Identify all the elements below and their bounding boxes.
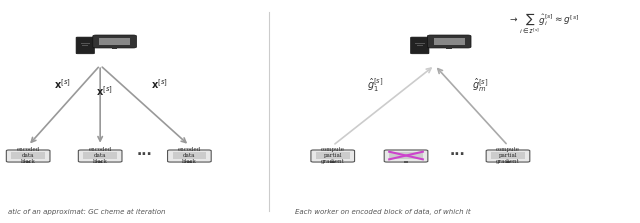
Text: compute
partial
gradient: compute partial gradient	[496, 147, 520, 164]
Bar	[417, 45, 423, 46]
Text: $\mathbf{x}^{[s]}$: $\mathbf{x}^{[s]}$	[54, 78, 70, 91]
Bar	[99, 38, 131, 45]
Bar	[173, 152, 206, 159]
Text: compute
partial
gradient: compute partial gradient	[321, 147, 345, 164]
Text: $\hat{g}_m^{[s]}$: $\hat{g}_m^{[s]}$	[472, 77, 488, 95]
Bar	[390, 161, 422, 162]
Text: $\mathbf{x}^{[s]}$: $\mathbf{x}^{[s]}$	[151, 78, 168, 91]
Bar	[506, 161, 510, 163]
Text: $\hat{g}_1^{[s]}$: $\hat{g}_1^{[s]}$	[367, 77, 384, 95]
Bar	[433, 38, 465, 45]
Text: atic of an approximat: GC cheme at iteration: atic of an approximat: GC cheme at itera…	[8, 209, 165, 215]
FancyBboxPatch shape	[311, 150, 355, 162]
Bar	[111, 47, 117, 49]
Text: $\mathbf{x}^{[s]}$: $\mathbf{x}^{[s]}$	[96, 84, 113, 98]
Bar	[415, 43, 424, 44]
Bar	[83, 152, 117, 159]
Text: encoded
data
block: encoded data block	[17, 147, 40, 164]
Text: Each worker on encoded block of data, of which it: Each worker on encoded block of data, of…	[294, 209, 470, 215]
FancyBboxPatch shape	[411, 37, 429, 54]
Bar	[26, 161, 31, 163]
FancyBboxPatch shape	[93, 35, 136, 48]
Bar	[82, 45, 88, 46]
Bar	[330, 161, 335, 163]
Bar	[493, 161, 524, 162]
Bar	[174, 161, 205, 162]
Bar	[316, 152, 349, 159]
FancyBboxPatch shape	[76, 37, 94, 54]
Bar	[404, 161, 408, 163]
Bar	[389, 152, 423, 159]
Text: $\rightarrow \sum_{i \in \mathcal{I}^{[s]}} \hat{g}_i^{[s]} \approx g^{[s]}$: $\rightarrow \sum_{i \in \mathcal{I}^{[s…	[508, 11, 579, 36]
Bar	[491, 152, 525, 159]
Bar	[317, 161, 348, 162]
Bar	[84, 161, 116, 162]
FancyBboxPatch shape	[486, 150, 530, 162]
Bar	[13, 161, 44, 162]
FancyBboxPatch shape	[6, 150, 50, 162]
FancyBboxPatch shape	[78, 150, 122, 162]
FancyBboxPatch shape	[384, 150, 428, 162]
Bar	[12, 152, 45, 159]
Bar	[187, 161, 192, 163]
Text: ...: ...	[137, 144, 152, 158]
Bar	[81, 43, 90, 44]
Text: encoded
data
block: encoded data block	[88, 147, 112, 164]
Bar	[446, 47, 452, 49]
Bar	[98, 161, 102, 163]
Text: encoded
data
block: encoded data block	[178, 147, 201, 164]
FancyBboxPatch shape	[168, 150, 211, 162]
Text: ...: ...	[449, 144, 465, 158]
FancyBboxPatch shape	[428, 35, 471, 48]
